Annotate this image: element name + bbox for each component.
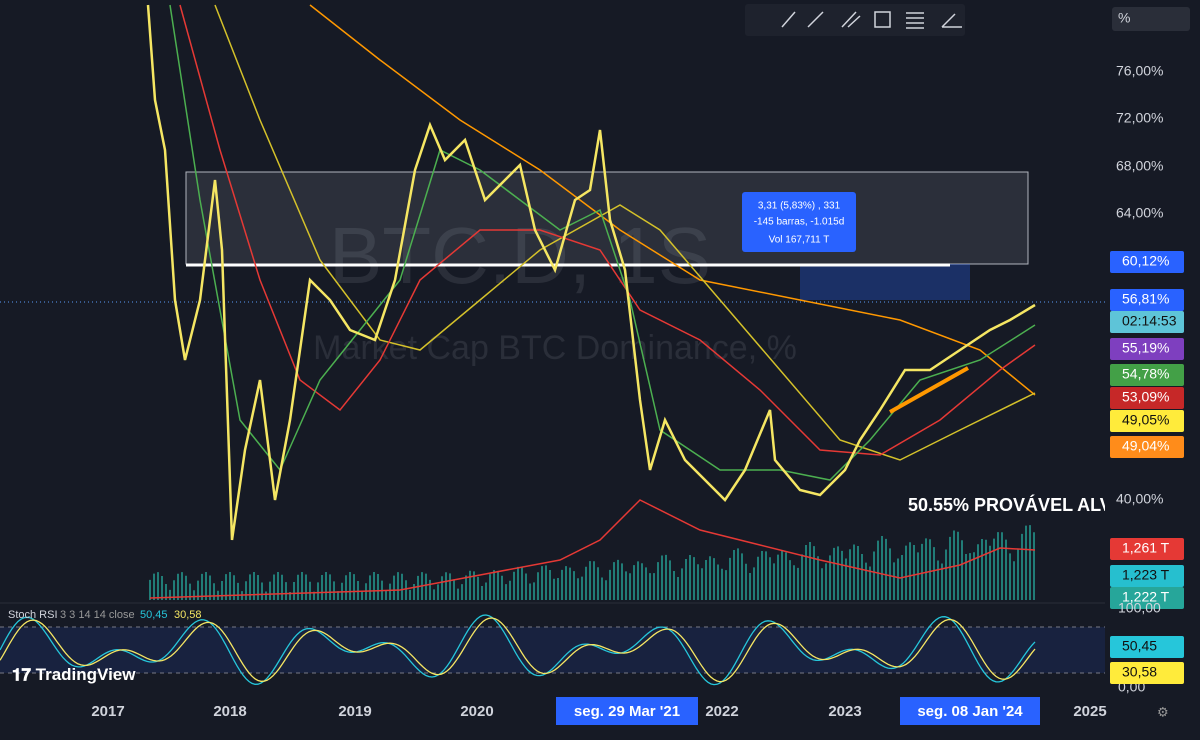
- price-badge: [1110, 338, 1184, 360]
- tool-trend[interactable]: [781, 11, 796, 28]
- rsi-k: [0, 614, 1036, 686]
- time-label: 2020: [460, 703, 493, 720]
- price-tick: 64,00%: [1116, 205, 1163, 221]
- trend-line: [889, 366, 969, 414]
- scale-button[interactable]: [1112, 7, 1190, 31]
- price-badge-label: 55,19%: [1122, 340, 1169, 356]
- time-label: 2019: [338, 703, 371, 720]
- tooltip-box: [742, 192, 856, 252]
- annotation: 50.55% PROVÁVEL ALV: [908, 494, 1112, 515]
- tool-fib[interactable]: [906, 12, 924, 29]
- ma-red: [179, 4, 1036, 456]
- price-badge: [1110, 436, 1184, 458]
- logo: 𝟏𝟕 TradingView: [12, 665, 136, 684]
- price-tick: 68,00%: [1116, 158, 1163, 174]
- price-badge: [1110, 289, 1184, 311]
- measure-tooltip: 3,31 (5,83%) , 331 -145 barras, -1.015d …: [742, 192, 856, 252]
- price-badge: [1110, 565, 1184, 587]
- volume-ma: [149, 499, 1036, 599]
- tool-ray[interactable]: [807, 11, 824, 28]
- volume-bars: [149, 525, 1035, 600]
- price-badge: [1110, 538, 1184, 560]
- measure-area: [800, 264, 970, 300]
- price-badge: [1110, 587, 1184, 609]
- tooltip-line: -145 barras, -1.015d: [754, 217, 845, 228]
- price-badge-label: 49,04%: [1122, 438, 1169, 454]
- toolbar: [745, 4, 965, 36]
- price-badge-label: 54,78%: [1122, 366, 1169, 382]
- price-badge-label: 02:14:53: [1122, 313, 1177, 329]
- indicator-params: 3 3 14 14 close: [60, 609, 135, 621]
- price-badge-label: 1,222 T: [1122, 589, 1170, 605]
- time-labels: 2017 2018 2019 2020 2022 2023 2025 seg. 29 Mar …: [91, 697, 1107, 725]
- time-label: 2022: [705, 703, 738, 720]
- time-label: 2018: [213, 703, 246, 720]
- tooltip-line: 3,31 (5,83%) , 331: [758, 201, 841, 212]
- tool-channel[interactable]: [841, 11, 861, 28]
- indicator-d: 30,58: [174, 609, 202, 621]
- price-badge: [1110, 364, 1184, 386]
- indicator-name: Stoch RSI: [8, 609, 58, 621]
- price-tick: 40,00%: [1116, 491, 1163, 507]
- logo-text: TradingView: [36, 665, 137, 684]
- rsi-tick: 100,00: [1118, 600, 1161, 616]
- time-highlight-label: seg. 08 Jan '24: [917, 703, 1023, 720]
- rsi-d: [0, 617, 1036, 683]
- price-tick: 76,00%: [1116, 63, 1163, 79]
- price-series: [146, 4, 1036, 541]
- time-highlight-label: seg. 29 Mar '21: [574, 703, 680, 720]
- price-badge-label: 49,05%: [1122, 412, 1169, 428]
- price-badge-label: 30,58: [1122, 664, 1157, 680]
- price-badge: [1110, 636, 1184, 658]
- time-label: 2017: [91, 703, 124, 720]
- tool-rect[interactable]: [874, 11, 891, 28]
- price-badge-label: 60,12%: [1122, 253, 1169, 269]
- price-badge-label: 1,223 T: [1122, 567, 1170, 583]
- price-badge-label: 53,09%: [1122, 389, 1169, 405]
- time-highlight: [900, 697, 1040, 725]
- price-badge: [1110, 251, 1184, 273]
- axis-labels: 76,00% 72,00% 68,00% 64,00% 40,00% 60,12% 56,8…: [1110, 63, 1184, 695]
- ma-yellow: [214, 4, 1036, 461]
- watermark-description: Market Cap BTC Dominance, %: [313, 329, 797, 367]
- time-label: 2023: [828, 703, 861, 720]
- time-highlight: [556, 697, 698, 725]
- price-badge: [1110, 410, 1184, 432]
- price-badge-label: 56,81%: [1122, 291, 1169, 307]
- scale-button-label[interactable]: %: [1118, 10, 1130, 26]
- ma-green: [169, 4, 1036, 481]
- price-tick: 72,00%: [1116, 110, 1163, 126]
- tooltip-line: Vol 167,711 T: [769, 235, 830, 246]
- settings-icon[interactable]: ⚙: [1157, 704, 1169, 719]
- ma-orange: [309, 4, 1036, 396]
- price-badge-label: 1,261 T: [1122, 540, 1170, 556]
- rsi-band: [0, 627, 1105, 673]
- tool-brush[interactable]: [941, 13, 962, 28]
- price-badge: [1110, 387, 1184, 409]
- time-label: 2025: [1073, 703, 1106, 720]
- price-badge: [1110, 311, 1184, 333]
- price-badge: [1110, 662, 1184, 684]
- indicator-k: 50,45: [140, 609, 168, 621]
- price-badge-label: 50,45: [1122, 638, 1157, 654]
